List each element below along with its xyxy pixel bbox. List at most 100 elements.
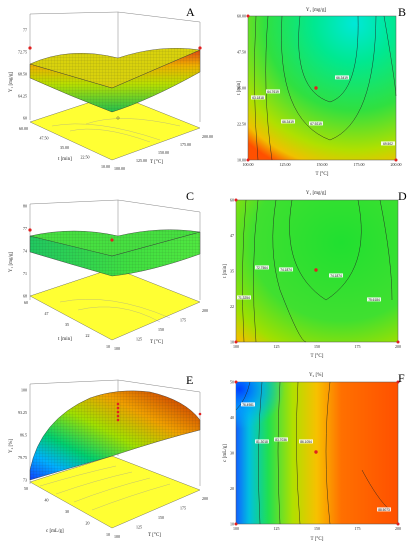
contour-label: 72.7564 xyxy=(256,266,268,270)
panel-f-x-label: T [°C] xyxy=(311,537,324,542)
z-tick-label: 60 xyxy=(23,116,27,121)
x-tick-label: 40 xyxy=(45,498,49,503)
panel-d-contour-plot: Y₁ [mg/g] 71.3254 72.7564 74.1874 74.1874 75… xyxy=(223,191,401,359)
x-tick-label: 35 xyxy=(65,322,69,327)
y-tick-label: 10.00 xyxy=(237,158,246,163)
panel-e-z-label: Y₂ [%] xyxy=(9,439,14,453)
contour-label: 74.1874 xyxy=(280,268,292,272)
y-tick-label: 200 xyxy=(202,308,208,313)
panel-d-x-label: T [°C] xyxy=(311,354,324,359)
x-tick-label: 125.00 xyxy=(280,162,291,167)
z-tick-label: 68.50 xyxy=(18,72,27,77)
z-tick-label: 77 xyxy=(23,28,27,33)
panel-c-x-label: t [min] xyxy=(58,337,72,342)
x-tick-label: 150 xyxy=(314,344,320,349)
y-tick-label: 40 xyxy=(230,415,234,420)
x-tick-label: 60.00 xyxy=(19,126,28,131)
x-tick-label: 35.00 xyxy=(60,145,69,150)
x-tick-label: 200.00 xyxy=(391,162,402,167)
z-tick-label: 73 xyxy=(23,478,27,483)
panel-letter-b: B xyxy=(398,5,406,19)
panel-f-contour-plot: Y₂ [%] 76.4981 81.3018 83.7036 86.1054 88.50… xyxy=(223,373,401,542)
y-tick-label: 125 xyxy=(136,525,142,530)
contour-label: 81.3018 xyxy=(256,440,268,444)
x-tick-label: 100 xyxy=(233,344,239,349)
z-tick-label: 64.25 xyxy=(18,94,27,99)
z-tick-label: 100 xyxy=(21,388,27,393)
z-tick-label: 68 xyxy=(23,294,27,299)
contour-label: 83.7036 xyxy=(275,438,287,442)
contour-label-box xyxy=(266,89,280,94)
contour-label: 71.3254 xyxy=(238,296,250,300)
x-tick-label: 22.50 xyxy=(81,155,90,160)
contour-label: 75.6184 xyxy=(368,298,380,302)
y-tick-label: 22.50 xyxy=(237,122,246,127)
panel-c-surface-plot: 68 71 74 77 80 10 22 35 47 60 100 125 150 175 200 Y₁… xyxy=(9,199,208,351)
x-tick-label: 30 xyxy=(65,509,69,514)
contour-label: 63.1818 xyxy=(252,96,264,100)
contour-label: 67.9219 xyxy=(310,122,322,126)
panel-c-y-label: T [°C] xyxy=(150,340,163,345)
y-tick-label: 60.00 xyxy=(237,14,246,19)
x-tick-label: 47.50 xyxy=(40,136,49,141)
panel-a-surface-plot: 60 64.25 68.50 72.75 77 10.00 22.50 35.00 47.50… xyxy=(9,11,213,171)
contour-label-box xyxy=(281,119,295,124)
x-tick-label: 100.00 xyxy=(243,162,254,167)
y-tick-label: 175 xyxy=(180,318,186,323)
contour-label: 88.5073 xyxy=(378,508,390,512)
panel-b-x-label: T [°C] xyxy=(316,172,329,177)
panel-letter-a: A xyxy=(186,5,195,19)
z-tick-label: 72.75 xyxy=(18,50,27,55)
panel-d-title: Y₁ [mg/g] xyxy=(306,191,327,196)
panel-a-z-label: Y₁ [mg/g] xyxy=(9,72,14,93)
panel-e-x-label: c [mL/g] xyxy=(46,529,64,534)
z-tick-label: 79.75 xyxy=(18,455,27,460)
y-tick-label: 60 xyxy=(230,198,234,203)
x-tick-label: 10 xyxy=(106,344,110,349)
panel-letter-e: E xyxy=(186,373,193,387)
contour-label-box xyxy=(377,507,391,512)
y-tick-label: 10 xyxy=(230,340,234,345)
panel-b-y-label: t [min] xyxy=(237,81,242,95)
contour-label-box xyxy=(329,273,343,278)
x-tick-label: 10.00 xyxy=(101,164,110,169)
contour-label-box xyxy=(255,265,269,270)
contour-label: 69.502 xyxy=(383,142,393,146)
y-tick-label: 125 xyxy=(136,337,142,342)
y-tick-label: 125.00 xyxy=(136,158,147,163)
panel-letter-d: D xyxy=(398,189,407,203)
x-tick-label: 100 xyxy=(233,526,239,531)
y-tick-label: 10 xyxy=(230,522,234,527)
panel-letter-c: C xyxy=(186,189,194,203)
y-tick-label: 50 xyxy=(230,380,234,385)
contour-label-box xyxy=(237,295,251,300)
x-tick-label: 20 xyxy=(86,521,90,526)
y-tick-label: 175 xyxy=(180,506,186,511)
contour-label-box xyxy=(381,141,395,146)
panel-a-x-label: t [min] xyxy=(58,157,72,162)
y-tick-label: 200.00 xyxy=(202,134,213,139)
y-tick-label: 100.00 xyxy=(114,166,125,171)
y-tick-label: 35.00 xyxy=(237,86,246,91)
y-tick-label: 100 xyxy=(114,346,120,351)
panel-c-z-label: Y₁ [mg/g] xyxy=(9,252,14,273)
z-tick-label: 93.25 xyxy=(18,410,27,415)
contour-label: 66.3419 xyxy=(282,120,294,124)
y-tick-label: 20 xyxy=(230,486,234,491)
y-tick-label: 30 xyxy=(230,451,234,456)
contour-label: 74.1874 xyxy=(330,274,342,278)
panel-f-title: Y₂ [%] xyxy=(309,373,323,378)
contour-label-box xyxy=(367,297,381,302)
y-tick-label: 150 xyxy=(158,515,164,520)
contour-label-box xyxy=(255,439,269,444)
panel-e-surface-plot: 73 79.75 86.5 93.25 100 10 20 30 40 50 100 125 150… xyxy=(9,379,208,539)
y-tick-label: 175.00 xyxy=(180,142,191,147)
x-tick-label: 47 xyxy=(45,311,49,316)
contour-label-box xyxy=(251,95,265,100)
y-tick-label: 47.50 xyxy=(237,50,246,55)
x-tick-label: 10 xyxy=(106,532,110,537)
x-tick-label: 125 xyxy=(274,344,280,349)
z-tick-label: 71 xyxy=(23,271,27,276)
